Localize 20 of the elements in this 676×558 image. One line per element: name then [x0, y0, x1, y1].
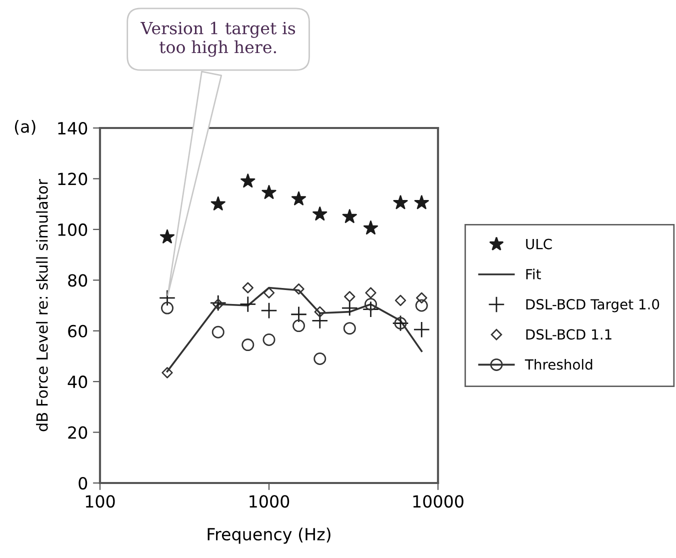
y-tick-label: 60: [68, 324, 88, 338]
y-tick-label: 20: [68, 426, 88, 439]
legend-label: Fit: [526, 268, 541, 280]
y-tick-label: 40: [68, 376, 88, 388]
x-tick-label: 100: [86, 495, 115, 508]
annotation: Version 1 target is too high here.: [140, 22, 296, 57]
legend-label: DSL-BCD Target 1.0: [526, 299, 660, 312]
y-tick-label: 80: [68, 274, 88, 287]
y-axis-title: dB Force Level re: skull simulator: [36, 178, 48, 432]
legend-label: DSL-BCD 1.1: [526, 329, 612, 340]
x-axis-title: Frequency (Hz): [208, 528, 330, 544]
y-tick-label: 100: [58, 223, 88, 236]
text: (a): [14, 120, 36, 135]
x-tick-label: 10000: [413, 495, 464, 508]
y-tick-label: 140: [58, 122, 88, 135]
legend-label: ULC: [526, 238, 552, 250]
x-tick-label: 1000: [250, 495, 290, 508]
legend-label: Threshold: [524, 358, 592, 370]
y-tick-label: 0: [78, 476, 88, 490]
y-tick-label: 120: [58, 172, 88, 186]
